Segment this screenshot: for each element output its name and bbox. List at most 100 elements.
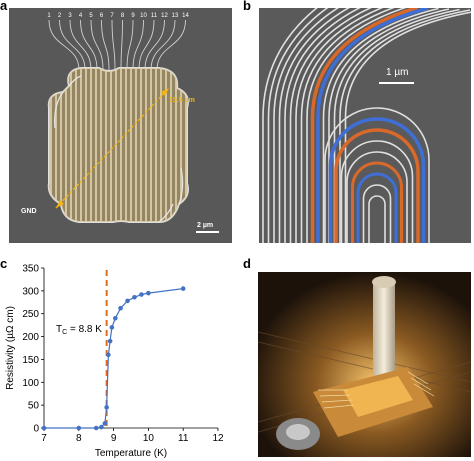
- series-line: [44, 288, 184, 429]
- tc-annotation-sub: C: [62, 329, 67, 336]
- y-tick-label: 250: [22, 309, 39, 320]
- data-point: [107, 338, 113, 344]
- fiber-holder-top: [372, 276, 396, 288]
- lead-wire: [48, 19, 80, 71]
- curved-wires: [262, 8, 471, 243]
- curved-wire: [273, 8, 340, 243]
- x-tick-label: 7: [41, 433, 47, 444]
- wire-number: 3: [68, 13, 72, 19]
- wire-number: 12: [161, 13, 168, 19]
- u-wire: [346, 151, 408, 243]
- x-tick-label: 8: [76, 433, 82, 444]
- gnd-label: GND: [21, 208, 37, 215]
- curved-wire: [339, 9, 471, 243]
- wire-number: 8: [121, 13, 125, 19]
- data-point: [104, 405, 109, 410]
- curved-wire: [267, 8, 329, 243]
- bond-wires: [318, 371, 435, 409]
- data-point: [106, 352, 111, 358]
- lead-wire: [90, 19, 104, 71]
- data-point: [118, 305, 123, 311]
- u-wire: [368, 195, 386, 243]
- lead-wire: [111, 19, 116, 71]
- y-axis-label: Resistivity (µΩ cm): [5, 306, 16, 390]
- arrowhead-top: [161, 88, 169, 96]
- screw-highlight: [286, 424, 310, 440]
- panel-label-c: c: [0, 256, 8, 271]
- wire-number: 4: [79, 13, 83, 19]
- data-point: [41, 425, 47, 431]
- wire-number: 13: [172, 13, 179, 19]
- tc-annotation-rest: = 8.8 K: [67, 324, 102, 335]
- lead-wire: [156, 19, 186, 71]
- chart-axes: [43, 268, 218, 429]
- y-tick-label: 300: [22, 286, 39, 297]
- u-wire: [356, 172, 398, 243]
- u-wire: [362, 184, 392, 243]
- data-point: [132, 294, 137, 300]
- x-tick-label: 10: [143, 433, 155, 444]
- data-point: [93, 425, 99, 431]
- lead-wire: [59, 19, 86, 71]
- lead-wire: [138, 19, 155, 71]
- curved-wire: [310, 8, 419, 243]
- data-point: [113, 315, 118, 321]
- series-points: [41, 286, 186, 431]
- data-point: [139, 292, 144, 297]
- wire-number: 7: [110, 13, 114, 19]
- wire-number: 9: [131, 13, 135, 19]
- u-wire: [324, 107, 430, 243]
- panel-b-sem-zoom: 1 µm: [259, 8, 471, 243]
- curved-wire: [322, 8, 439, 243]
- x-tick-label: 9: [111, 433, 117, 444]
- curved-wire: [262, 8, 319, 243]
- tc-annotation-main: T: [56, 324, 62, 335]
- u-wire: [328, 117, 426, 243]
- lead-wire: [80, 19, 98, 71]
- x-tick-label: 12: [212, 433, 224, 444]
- diameter-arrow: [55, 87, 170, 209]
- panel-d-svg: [258, 272, 471, 457]
- y-tick-label: 100: [22, 378, 39, 389]
- x-ticks: 7 8 9 10 11 12: [41, 428, 224, 444]
- lead-wire: [69, 19, 92, 71]
- curved-wire: [284, 8, 361, 243]
- lead-wire: [144, 19, 165, 71]
- data-point: [146, 290, 151, 296]
- u-wire: [351, 161, 403, 243]
- y-tick-label: 0: [33, 424, 39, 435]
- lead-wire: [150, 19, 176, 71]
- x-tick-label: 11: [178, 433, 189, 444]
- x-axis-label: Temperature (K): [95, 448, 167, 459]
- curved-wire: [344, 11, 471, 243]
- curved-wire: [316, 8, 429, 243]
- data-point: [180, 286, 186, 291]
- wire-number-row: 1 2 3 4 5 6 7 8 9 10 11 12 13 14: [47, 13, 189, 19]
- chip: [343, 376, 413, 417]
- scalebar-a-label: 2 µm: [197, 222, 213, 229]
- panel-a-svg: 15.5 µm 1 2 3 4 5 6 7 8 9 10 11 12 13 14 GND 2 µm: [21, 13, 219, 233]
- lead-wires: [48, 19, 186, 71]
- y-tick-label: 50: [28, 401, 40, 412]
- fiber-holder: [373, 280, 395, 380]
- lead-wire: [126, 19, 134, 71]
- tc-annotation: TC = 8.8 K: [56, 324, 102, 336]
- y-tick-label: 150: [22, 355, 39, 366]
- curved-wire: [278, 8, 351, 243]
- u-wire: [334, 128, 420, 243]
- curved-wire: [333, 8, 460, 243]
- data-point: [76, 425, 82, 431]
- panel-a-sem-image: 15.5 µm 1 2 3 4 5 6 7 8 9 10 11 12 13 14 GND 2 µm: [9, 8, 232, 243]
- u-wire: [340, 140, 414, 243]
- diameter-label: 15.5 µm: [169, 97, 195, 104]
- y-ticks: 0 50 100 150 200 250 300 350: [22, 264, 44, 435]
- wire-number: 11: [151, 13, 158, 19]
- detector-meander: [47, 67, 189, 223]
- panel-c-chart: 7 8 9 10 11 12 0 50 100 150 200 250 300 350 TC = 8.8…: [0, 260, 230, 461]
- resistivity-chart: 7 8 9 10 11 12 0 50 100 150 200 250 300 350 TC = 8.8…: [5, 264, 224, 460]
- panel-label-b: b: [243, 0, 251, 13]
- data-point: [102, 421, 108, 426]
- arrowhead-bottom: [56, 200, 64, 208]
- data-point: [125, 298, 130, 304]
- scalebar-b-label: 1 µm: [386, 67, 408, 78]
